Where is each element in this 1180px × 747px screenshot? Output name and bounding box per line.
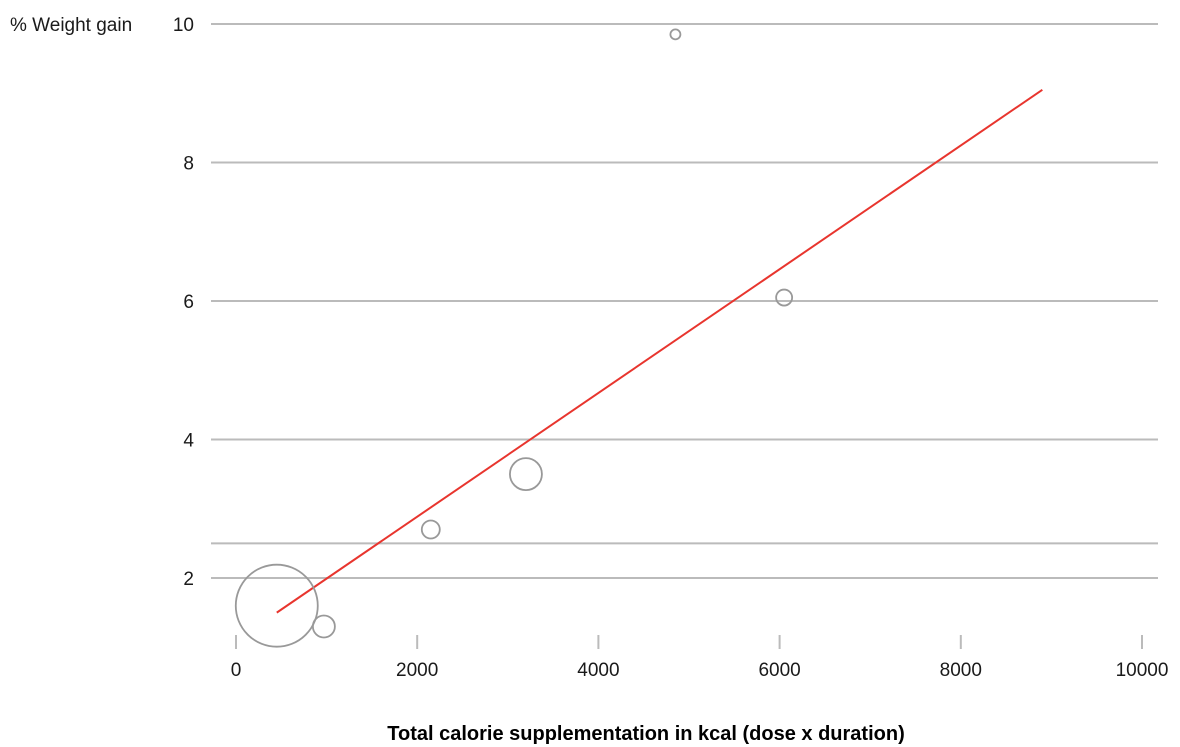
y-axis-label: % Weight gain <box>10 15 132 36</box>
y-axis: 2 4 6 8 10 <box>173 15 195 590</box>
data-point <box>420 519 441 540</box>
y-tick-label: 4 <box>183 431 194 452</box>
trendline <box>276 88 1043 614</box>
x-tick-label: 0 <box>231 660 242 681</box>
y-tick-label: 10 <box>173 15 194 36</box>
x-axis: 0 2000 4000 6000 8000 10000 <box>231 635 1169 681</box>
y-tick-label: 2 <box>183 569 194 590</box>
data-point <box>669 28 682 41</box>
y-tick-label: 8 <box>183 154 194 175</box>
data-point <box>509 457 543 492</box>
points-layer <box>234 28 794 648</box>
x-tick-label: 8000 <box>940 660 982 681</box>
grid-lines <box>211 23 1158 579</box>
x-tick-label: 6000 <box>758 660 800 681</box>
x-tick-label: 10000 <box>1116 660 1169 681</box>
data-point <box>775 288 794 307</box>
data-point <box>311 614 336 639</box>
y-tick-label: 6 <box>183 292 194 313</box>
x-axis-label: Total calorie supplementation in kcal (d… <box>387 723 905 745</box>
data-point <box>234 563 319 648</box>
x-tick-label: 2000 <box>396 660 438 681</box>
trendline-layer <box>276 88 1043 614</box>
x-tick-label: 4000 <box>577 660 619 681</box>
